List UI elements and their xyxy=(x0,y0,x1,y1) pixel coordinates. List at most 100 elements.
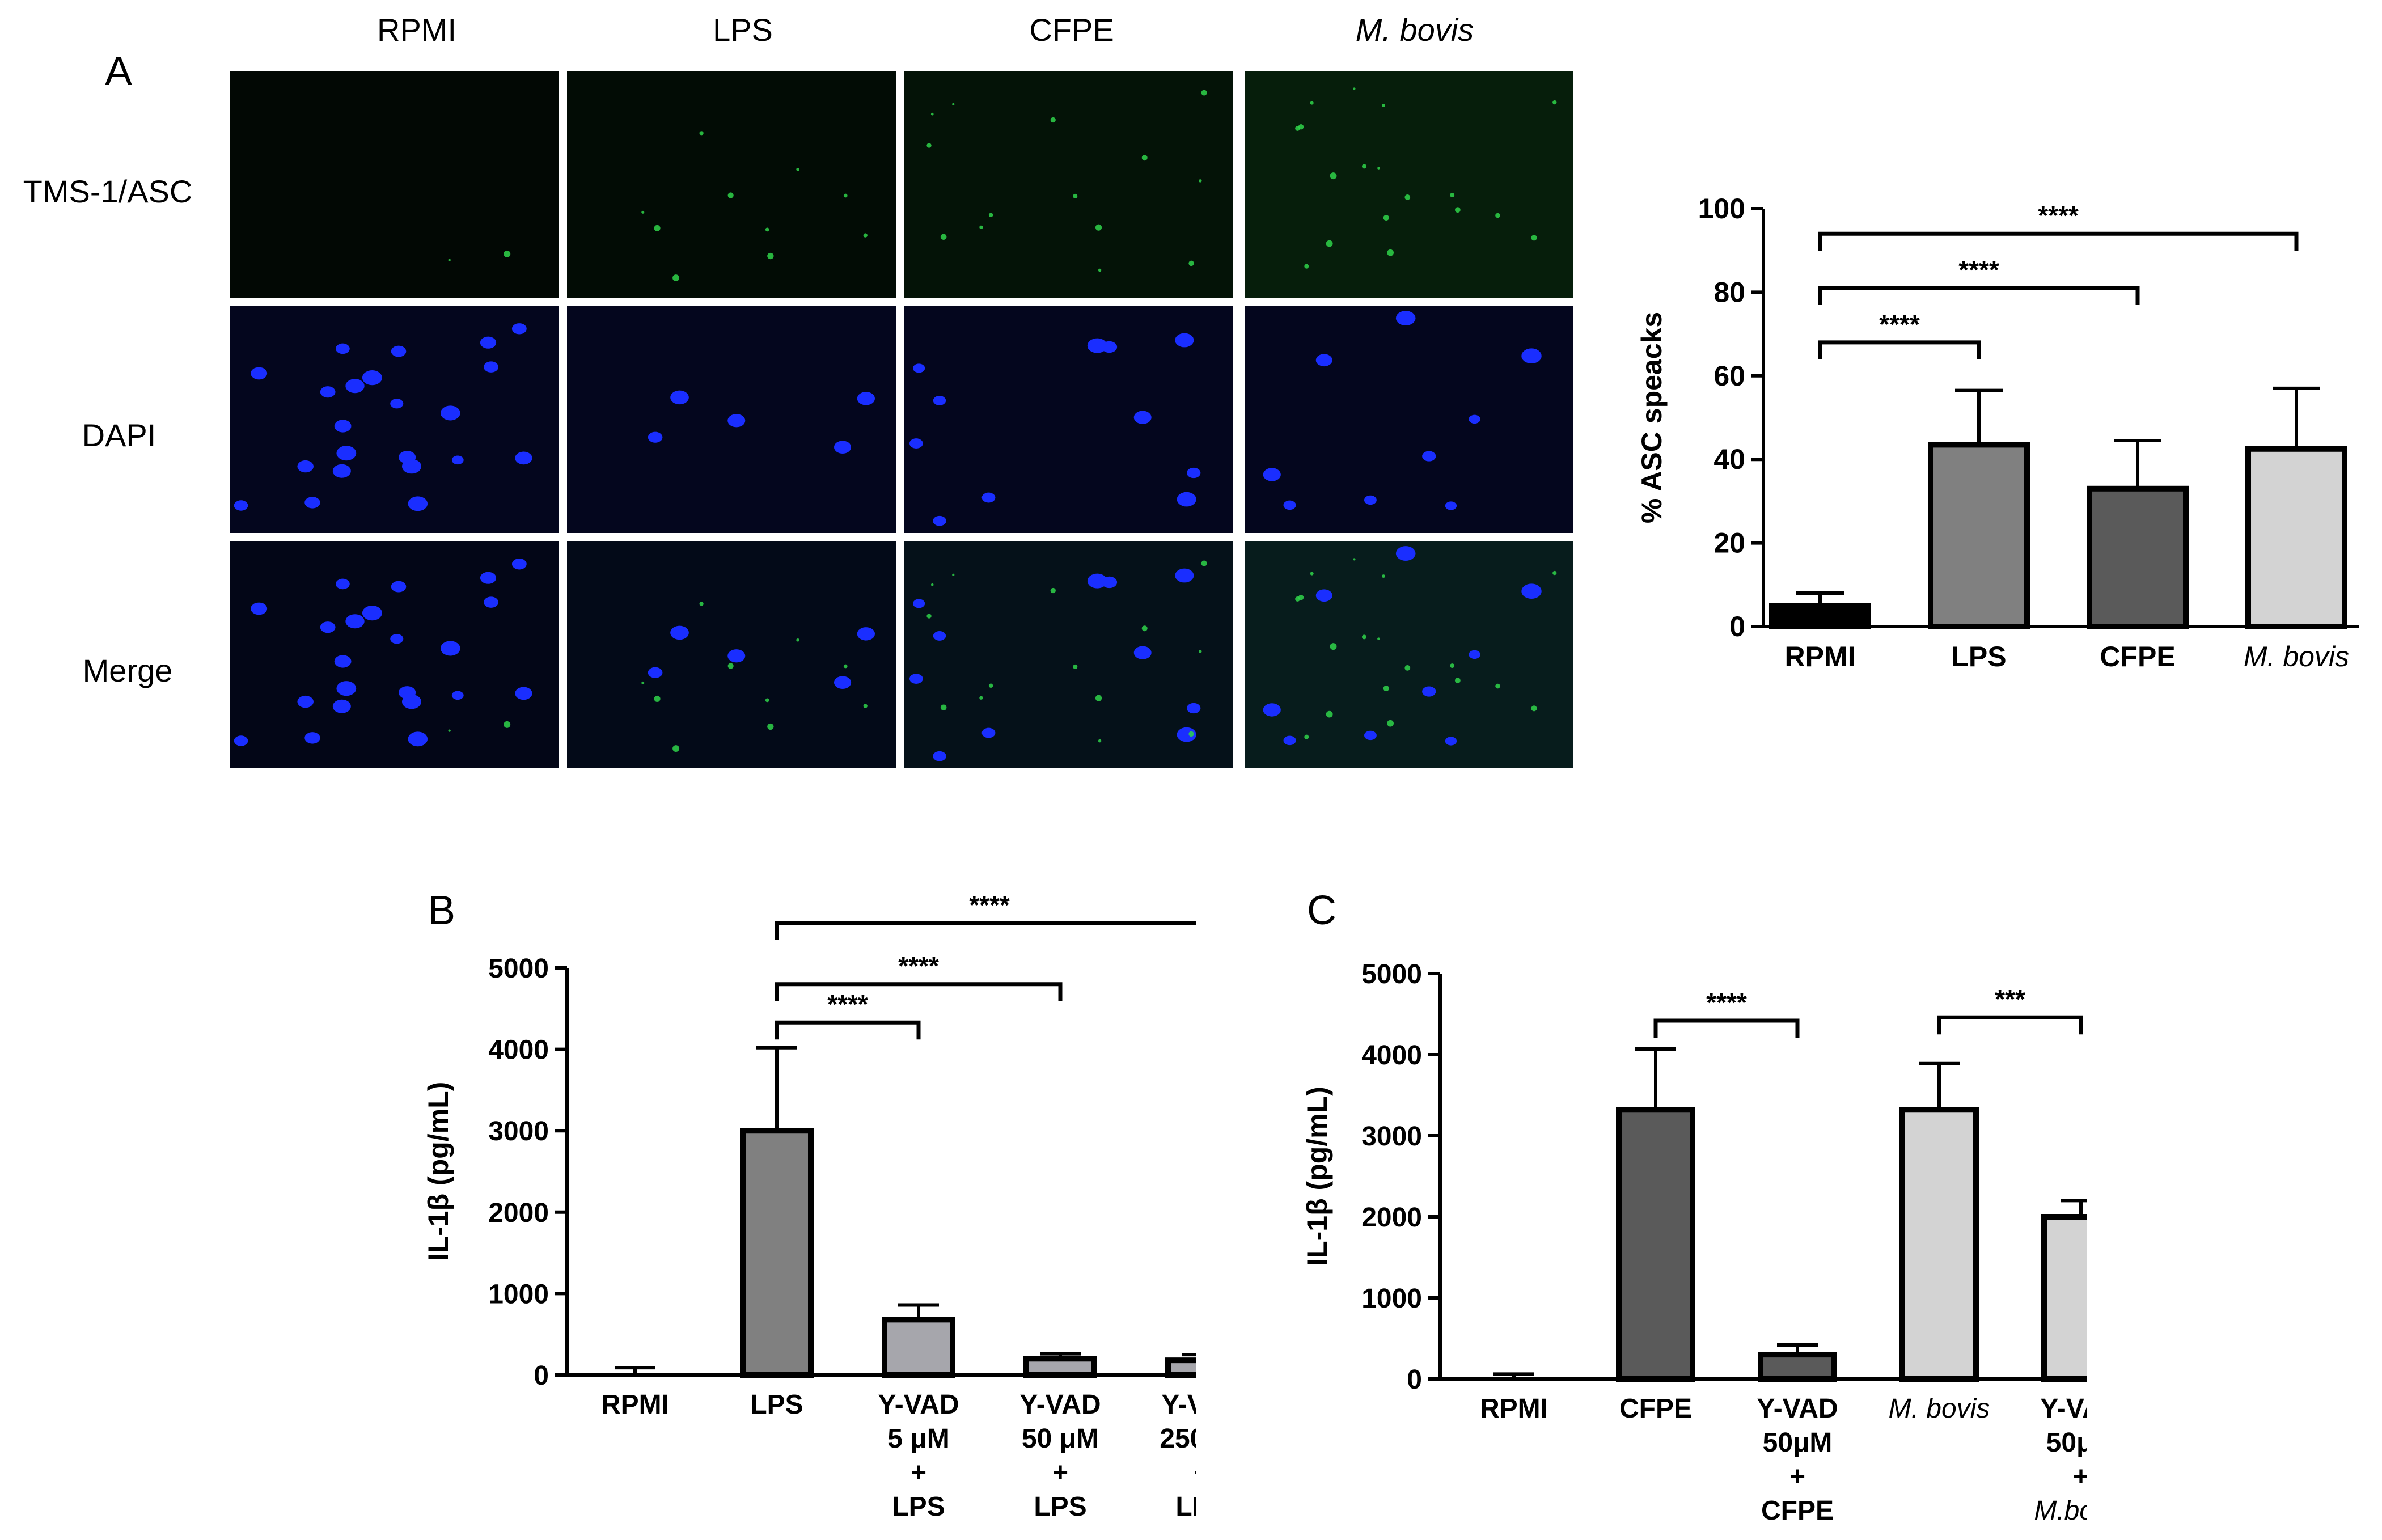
y-tick-label: 0 xyxy=(534,1361,549,1391)
y-tick-label: 4000 xyxy=(1361,1040,1422,1071)
y-tick-label: 3000 xyxy=(488,1116,549,1146)
y-tick-label: 0 xyxy=(1729,611,1745,642)
category-label: 50μM xyxy=(1763,1428,1833,1458)
significance-bracket xyxy=(1818,231,2299,251)
category-label: CFPE xyxy=(2100,641,2175,672)
bar xyxy=(1758,1352,1837,1382)
significance-label: **** xyxy=(969,890,1010,920)
category-label: LPS xyxy=(1951,641,2006,672)
category-label: LPS xyxy=(892,1492,945,1522)
category-label: + xyxy=(1052,1458,1068,1488)
category-label: CFPE xyxy=(1619,1394,1692,1424)
panel-b-letter: B xyxy=(428,888,456,933)
bar xyxy=(1616,1107,1695,1382)
category-label: 50 μM xyxy=(1022,1424,1099,1454)
y-tick-label: 1000 xyxy=(488,1279,549,1309)
bar xyxy=(2041,1214,2087,1382)
bar xyxy=(2087,485,2189,629)
row-label-dapi: DAPI xyxy=(82,417,156,453)
category-label: 50μM xyxy=(2046,1428,2087,1458)
category-label: Y-VAD xyxy=(1757,1394,1838,1424)
bar xyxy=(1023,1356,1097,1378)
y-tick-label: 60 xyxy=(1713,360,1745,392)
micrograph-dapi-rpmi xyxy=(230,306,559,533)
micrograph-merge-m-bovis xyxy=(1245,541,1573,768)
micrograph-dapi-m-bovis xyxy=(1245,306,1573,533)
category-label: RPMI xyxy=(601,1390,669,1420)
significance-bracket xyxy=(1818,286,2140,306)
bar xyxy=(2245,446,2347,629)
y-tick-label: 80 xyxy=(1713,276,1745,308)
asc-specks-chart: 0 20 40 60 80 100 % ASC speacks RPMI LPS CFPE M. b… xyxy=(1636,193,2359,672)
significance-label: **** xyxy=(1706,988,1747,1017)
category-label: RPMI xyxy=(1785,641,1856,672)
y-tick-label: 20 xyxy=(1713,527,1745,559)
micrograph-asc-rpmi xyxy=(230,71,559,298)
column-label-cfpe: CFPE xyxy=(1029,12,1114,48)
y-axis-label: IL-1β (pg/mL) xyxy=(1301,1086,1333,1266)
significance-label: **** xyxy=(1879,310,1920,339)
micrograph-asc-cfpe xyxy=(904,71,1233,298)
row-label-asc: TMS-1/ASC xyxy=(23,174,193,209)
bar xyxy=(1899,1107,1979,1382)
category-label: CFPE xyxy=(1761,1496,1834,1526)
category-label: 250μM xyxy=(1160,1424,1196,1454)
il1b-lps-chart: 0 1000 2000 3000 4000 5000 IL-1β (pg/mL) RPMI LP… xyxy=(422,890,1196,1522)
category-label: M. bovis xyxy=(1889,1394,1990,1424)
category-label: LPS xyxy=(1034,1492,1086,1522)
row-label-merge: Merge xyxy=(82,653,173,688)
category-label: Y-VAD xyxy=(1161,1390,1196,1420)
micrograph-asc-m-bovis xyxy=(1245,71,1573,298)
significance-bracket xyxy=(775,921,1196,941)
y-tick-label: 5000 xyxy=(1361,959,1422,989)
y-tick-label: 3000 xyxy=(1361,1122,1422,1152)
y-tick-label: 2000 xyxy=(488,1198,549,1228)
significance-bracket xyxy=(1818,340,1981,359)
category-label: + xyxy=(1789,1462,1805,1492)
category-label: + xyxy=(2073,1462,2087,1492)
category-label: Y-VAD xyxy=(878,1390,959,1420)
panel-c-letter: C xyxy=(1307,888,1336,933)
category-label: M. bovis xyxy=(2244,641,2349,672)
category-label: + xyxy=(1194,1458,1196,1488)
micrograph-asc-lps xyxy=(567,71,896,298)
significance-label: **** xyxy=(827,989,868,1019)
significance-bracket xyxy=(1937,1015,2083,1035)
significance-label: *** xyxy=(1995,984,2025,1014)
category-label: RPMI xyxy=(1480,1394,1548,1424)
y-tick-label: 4000 xyxy=(488,1035,549,1065)
significance-label: **** xyxy=(2038,201,2079,230)
bar xyxy=(1165,1357,1196,1378)
significance-bracket xyxy=(775,982,1063,1001)
significance-bracket xyxy=(775,1020,921,1040)
y-tick-label: 0 xyxy=(1407,1365,1422,1395)
y-axis-label: % ASC speacks xyxy=(1636,312,1668,523)
micrograph-merge-rpmi xyxy=(230,541,559,768)
bar xyxy=(882,1317,955,1378)
micrograph-merge-cfpe xyxy=(904,541,1233,768)
column-label-rpmi: RPMI xyxy=(377,12,456,48)
column-label-lps: LPS xyxy=(713,12,773,48)
category-label: LPS xyxy=(1175,1492,1196,1522)
significance-bracket xyxy=(1653,1018,1800,1038)
micrograph-dapi-lps xyxy=(567,306,896,533)
bar xyxy=(1928,442,2030,629)
category-label: 5 μM xyxy=(887,1424,949,1454)
category-label: M.bovis xyxy=(2034,1496,2087,1526)
micrograph-merge-lps xyxy=(567,541,896,768)
y-tick-label: 40 xyxy=(1713,443,1745,475)
significance-label: **** xyxy=(1958,255,1999,285)
panel-a-letter: A xyxy=(105,49,133,94)
significance-label: **** xyxy=(898,951,939,981)
bar xyxy=(740,1128,814,1378)
category-label: Y-VAD xyxy=(2040,1394,2087,1424)
category-label: Y-VAD xyxy=(1019,1390,1101,1420)
il1b-cfpe-mbovis-chart: 0 1000 2000 3000 4000 5000 IL-1β (pg/mL) RPMI CF… xyxy=(1301,959,2087,1526)
y-tick-label: 5000 xyxy=(488,954,549,984)
y-tick-label: 1000 xyxy=(1361,1284,1422,1314)
y-tick-label: 2000 xyxy=(1361,1203,1422,1233)
column-label-m-bovis: M. bovis xyxy=(1355,12,1474,48)
micrograph-dapi-cfpe xyxy=(904,306,1233,533)
category-label: + xyxy=(911,1458,926,1488)
y-axis-label: IL-1β (pg/mL) xyxy=(422,1082,454,1262)
